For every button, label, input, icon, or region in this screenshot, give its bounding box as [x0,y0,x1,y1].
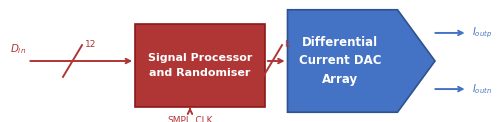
Text: SMPL_CLK: SMPL_CLK [167,115,213,122]
Text: 12: 12 [84,40,96,49]
Polygon shape [288,10,435,112]
Bar [135,24,265,107]
Text: $D_{in}$: $D_{in}$ [10,42,26,56]
Text: Differential
Current DAC
Array: Differential Current DAC Array [299,36,382,86]
Text: $I_{outn}$: $I_{outn}$ [472,82,492,96]
Text: k: k [284,40,290,49]
Text: Signal Processor
and Randomiser: Signal Processor and Randomiser [148,53,252,78]
Text: $I_{outp}$: $I_{outp}$ [472,26,492,40]
